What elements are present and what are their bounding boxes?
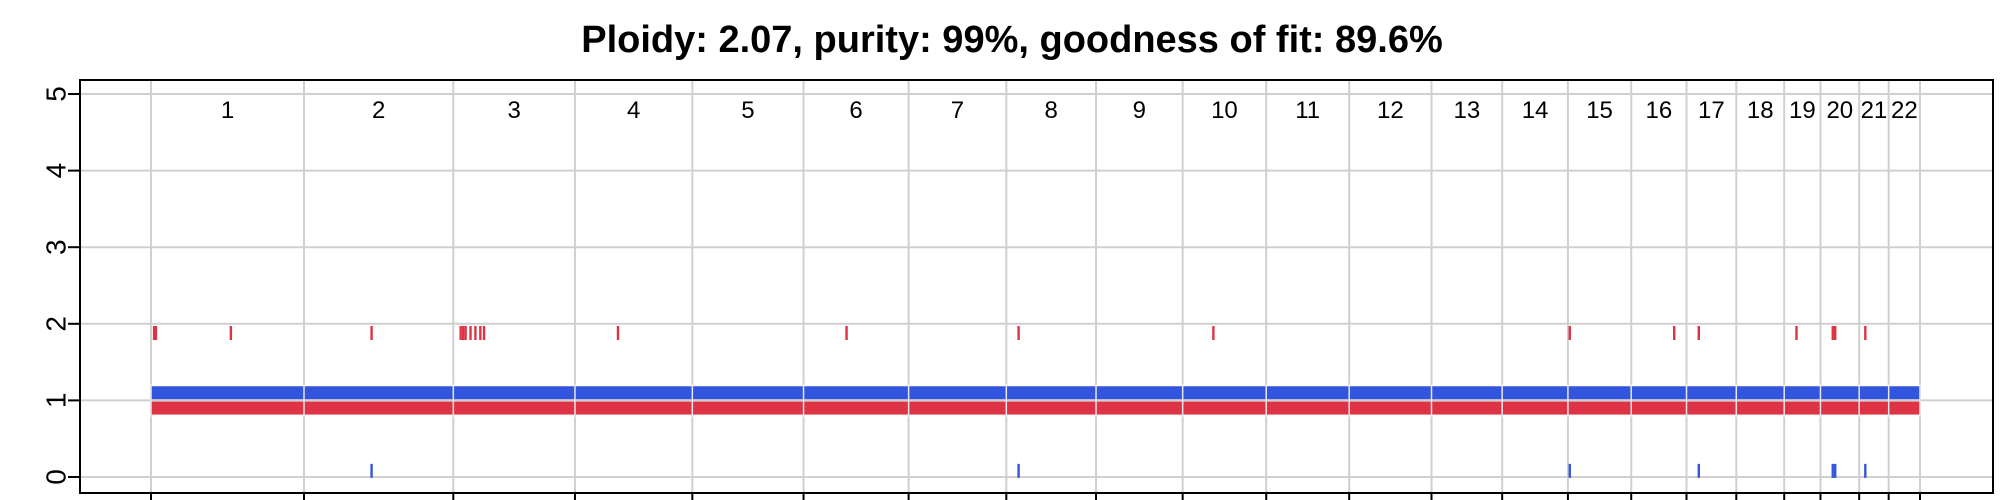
outlier-mark-high (229, 325, 233, 340)
chromosome-label: 21 (1861, 97, 1888, 124)
segment-bar (151, 401, 1920, 415)
outlier-mark-low (1834, 463, 1837, 478)
outlier-mark-high (482, 325, 486, 340)
outlier-mark-high (459, 325, 462, 340)
chromosome-label: 4 (627, 97, 640, 124)
outlier-mark-low (370, 463, 373, 478)
chromosome-label: 9 (1133, 97, 1146, 124)
chromosome-label: 18 (1747, 97, 1774, 124)
outlier-mark-high (461, 325, 465, 340)
chromosome-label: 12 (1377, 97, 1404, 124)
chromosome-labels: 1 2 3 4 5 6 7 8 9 10 11 12 13 14 15 16 17 18 19 20 21 22 (221, 97, 1918, 124)
chromosome-label: 1 (221, 97, 234, 124)
y-tick-label: 0 (40, 469, 71, 485)
chromosome-label: 13 (1453, 97, 1480, 124)
y-tick-label: 5 (40, 86, 71, 102)
y-tick-label: 2 (40, 316, 71, 332)
plot-frame (79, 79, 1994, 494)
outlier-mark-high (370, 325, 373, 340)
chromosome-label: 22 (1891, 97, 1918, 124)
outlier-mark-low (1831, 463, 1834, 478)
outlier-mark-high (1212, 325, 1215, 340)
segment-bars (150, 383, 1921, 418)
chromosome-label: 14 (1522, 97, 1549, 124)
outlier-mark-high (1697, 325, 1700, 340)
outlier-mark-high (1568, 325, 1571, 340)
grid-lines (80, 80, 1993, 493)
outlier-mark-low (1568, 463, 1571, 478)
outlier-mark-high (616, 325, 620, 340)
chromosome-label: 17 (1698, 97, 1725, 124)
outlier-mark-high (152, 325, 156, 340)
chart-title: Ploidy: 2.07, purity: 99%, goodness of f… (581, 19, 1443, 61)
segment-bar (151, 386, 1920, 400)
y-tick-label: 3 (40, 239, 71, 255)
chromosome-label: 16 (1646, 97, 1673, 124)
outlier-mark-high (474, 325, 477, 340)
outlier-mark-high (1834, 325, 1837, 340)
chromosome-label: 6 (849, 97, 862, 124)
chromosome-label: 2 (372, 97, 385, 124)
outlier-mark-high (1864, 325, 1867, 340)
y-tick-label: 4 (40, 163, 71, 179)
outlier-mark-high (154, 325, 158, 340)
outlier-mark-low (1864, 463, 1867, 478)
chromosome-label: 8 (1044, 97, 1057, 124)
chromosome-label: 5 (741, 97, 754, 124)
outlier-marks (152, 325, 1867, 478)
outlier-mark-high (1795, 325, 1798, 340)
outlier-mark-low (1017, 463, 1020, 478)
outlier-mark-high (1831, 325, 1834, 340)
outlier-mark-high (1017, 325, 1020, 340)
chromosome-label: 20 (1826, 97, 1853, 124)
outlier-mark-low (1697, 463, 1700, 478)
chromosome-label: 11 (1295, 97, 1320, 124)
outlier-mark-high (464, 325, 467, 340)
outlier-mark-high (845, 325, 848, 340)
chromosome-label: 3 (507, 97, 520, 124)
chromosome-label: 7 (951, 97, 964, 124)
chromosome-label: 19 (1789, 97, 1816, 124)
chromosome-label: 15 (1586, 97, 1613, 124)
outlier-mark-high (479, 325, 482, 340)
outlier-mark-high (469, 325, 472, 340)
outlier-mark-high (1673, 325, 1676, 340)
chromosome-label: 10 (1211, 97, 1238, 124)
y-tick-label: 1 (40, 393, 71, 409)
